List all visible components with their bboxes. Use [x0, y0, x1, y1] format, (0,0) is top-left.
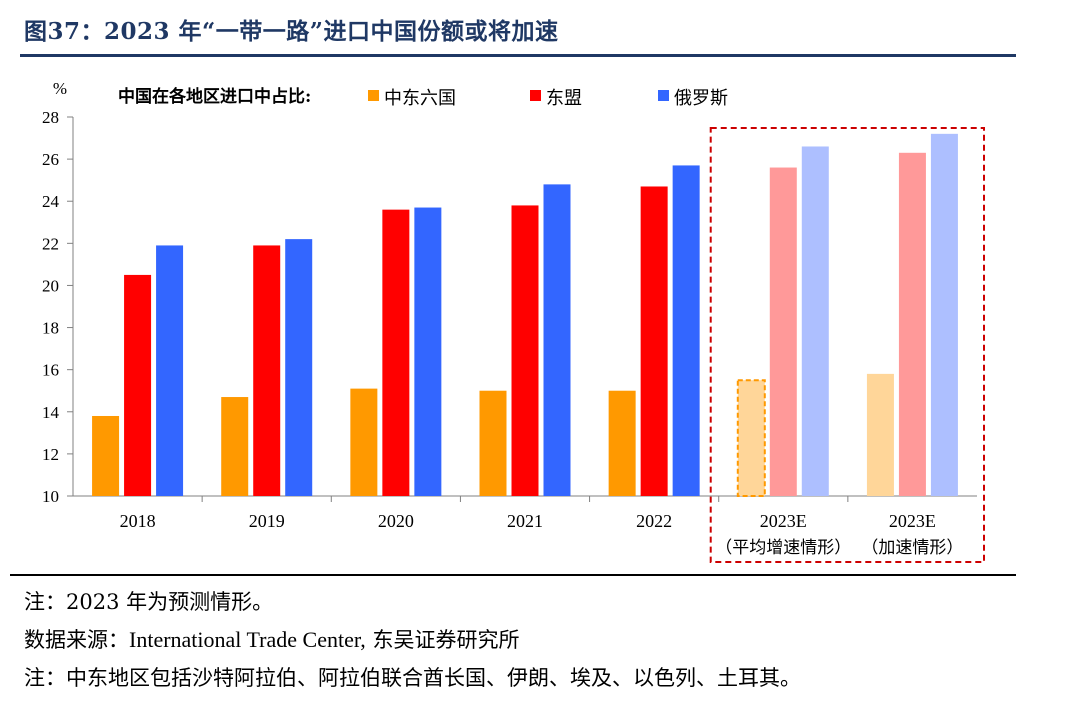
forecast-note: 注：2023 年为预测情形。: [24, 590, 274, 614]
y-tick-label: 26: [42, 150, 59, 169]
legend-title: 中国在各地区进口中占比:: [118, 86, 311, 107]
x-tick-label: 2021: [507, 511, 543, 531]
x-tick-label: 2018: [120, 511, 156, 531]
bar-2023e-series-3: [801, 146, 829, 496]
y-tick-label: 10: [42, 487, 59, 506]
y-tick-label: 24: [42, 192, 60, 211]
legend-swatch: [530, 90, 541, 101]
bar-2019-series-1: [221, 397, 249, 496]
bar-2023e-series-1: [866, 373, 894, 496]
y-tick-label: 22: [42, 234, 59, 253]
legend-label: 俄罗斯: [674, 88, 728, 109]
y-tick-label: 28: [42, 108, 59, 127]
source-chinese: 东吴证券研究所: [365, 628, 520, 652]
x-tick-label: 2022: [636, 511, 672, 531]
bar-2023e-series-3: [930, 133, 958, 496]
figure-title: 图37：2023 年“一带一路”进口中国份额或将加速: [24, 18, 559, 45]
bar-2018-series-1: [92, 415, 120, 496]
bar-2020-series-2: [382, 209, 410, 496]
y-tick-label: 12: [42, 445, 59, 464]
bar-2023e-series-1: [736, 379, 766, 498]
bar-2021-series-3: [543, 184, 571, 496]
y-tick-label: 18: [42, 319, 59, 338]
y-unit-label: %: [53, 79, 67, 98]
y-tick-label: 14: [42, 403, 60, 422]
x-tick-sublabel: （加速情形）: [861, 538, 963, 558]
bar-2022-series-2: [640, 186, 668, 496]
title-rule: [20, 54, 1016, 57]
y-tick-label: 16: [42, 361, 59, 380]
bar-2020-series-3: [414, 207, 442, 497]
bar-2021-series-2: [511, 205, 539, 496]
bar-2019-series-3: [285, 239, 313, 496]
data-source: 数据来源：International Trade Center, 东吴证券研究所: [24, 624, 519, 654]
bar-2020-series-1: [350, 388, 378, 496]
x-tick-label: 2023E: [889, 511, 936, 531]
y-tick-label: 20: [42, 276, 59, 295]
forecast-highlight-box: [709, 127, 985, 563]
bar-2021-series-1: [479, 390, 507, 496]
legend-label: 东盟: [546, 88, 582, 109]
x-tick-sublabel: （平均增速情形）: [715, 538, 851, 558]
legend-label: 中东六国: [384, 88, 456, 109]
bar-2018-series-2: [124, 274, 152, 496]
legend-swatch: [658, 90, 669, 101]
bar-2019-series-2: [253, 245, 281, 496]
x-tick-label: 2023E: [760, 511, 807, 531]
bar-2023e-series-2: [769, 167, 797, 497]
source-prefix: 数据来源：: [24, 628, 129, 652]
footer-rule: [10, 574, 1016, 576]
region-note: 注：中东地区包括沙特阿拉伯、阿拉伯联合酋长国、伊朗、埃及、以色列、土耳其。: [24, 666, 801, 690]
bar-2023e-series-2: [898, 152, 926, 497]
x-tick-label: 2019: [249, 511, 285, 531]
bar-2022-series-1: [608, 390, 636, 496]
bar-2018-series-3: [156, 245, 184, 496]
legend-swatch: [368, 90, 379, 101]
source-english: International Trade Center,: [129, 627, 366, 652]
bar-2022-series-3: [672, 165, 700, 496]
x-tick-label: 2020: [378, 511, 414, 531]
